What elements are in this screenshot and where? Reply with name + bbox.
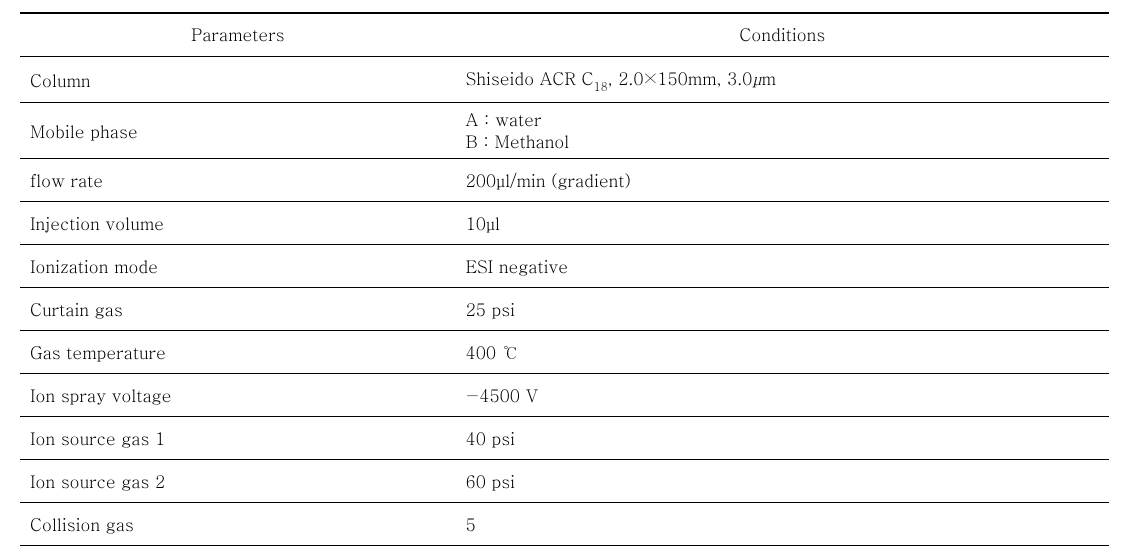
table-row: Collision gas 5 — [20, 502, 1109, 545]
param-cell: Column — [20, 57, 456, 103]
header-conditions: Conditions — [456, 14, 1109, 57]
cond-text: , 2.0×150mm, 3.0 — [608, 66, 753, 90]
cond-cell: 400 ℃ — [456, 330, 1109, 373]
table-row: Gas temperature 400 ℃ — [20, 330, 1109, 373]
cond-text: Shiseido ACR C — [466, 66, 594, 90]
param-cell: Ion source gas 1 — [20, 416, 456, 459]
cond-text: m — [762, 66, 776, 90]
table-row: Injection volume 10µl — [20, 201, 1109, 244]
param-cell: Mobile phase — [20, 103, 456, 159]
subscript: 18 — [593, 79, 607, 95]
param-cell: Curtain gas — [20, 287, 456, 330]
cond-cell: 10µl — [456, 201, 1109, 244]
param-cell: Injection volume — [20, 201, 456, 244]
table-container: Parameters Conditions Column Shiseido AC… — [20, 12, 1109, 546]
table-header-row: Parameters Conditions — [20, 14, 1109, 57]
param-cell: Ion source gas 2 — [20, 459, 456, 502]
param-cell: Collision gas — [20, 502, 456, 545]
param-cell: flow rate — [20, 158, 456, 201]
cond-line: B : Methanol — [466, 129, 570, 153]
table-row: Curtain gas 25 psi — [20, 287, 1109, 330]
table-row: Ion spray voltage −4500 V — [20, 373, 1109, 416]
cond-cell: 200µl/min (gradient) — [456, 158, 1109, 201]
cond-cell: Shiseido ACR C18, 2.0×150mm, 3.0μm — [456, 57, 1109, 103]
param-cell: Gas temperature — [20, 330, 456, 373]
param-cell: Ion spray voltage — [20, 373, 456, 416]
cond-cell: A : water B : Methanol — [456, 103, 1109, 159]
cond-cell: 40 psi — [456, 416, 1109, 459]
cond-cell: ESI negative — [456, 244, 1109, 287]
cond-cell: 25 psi — [456, 287, 1109, 330]
parameters-table: Parameters Conditions Column Shiseido AC… — [20, 13, 1109, 546]
table-row: flow rate 200µl/min (gradient) — [20, 158, 1109, 201]
table-row: Ion source gas 1 40 psi — [20, 416, 1109, 459]
header-parameters: Parameters — [20, 14, 456, 57]
table-row: Column Shiseido ACR C18, 2.0×150mm, 3.0μ… — [20, 57, 1109, 103]
table-row: Ion source gas 2 60 psi — [20, 459, 1109, 502]
italic-char: μ — [752, 66, 761, 90]
cond-cell: −4500 V — [456, 373, 1109, 416]
table-row: Mobile phase A : water B : Methanol — [20, 103, 1109, 159]
cond-cell: 60 psi — [456, 459, 1109, 502]
cond-cell: 5 — [456, 502, 1109, 545]
param-cell: Ionization mode — [20, 244, 456, 287]
table-row: Ionization mode ESI negative — [20, 244, 1109, 287]
